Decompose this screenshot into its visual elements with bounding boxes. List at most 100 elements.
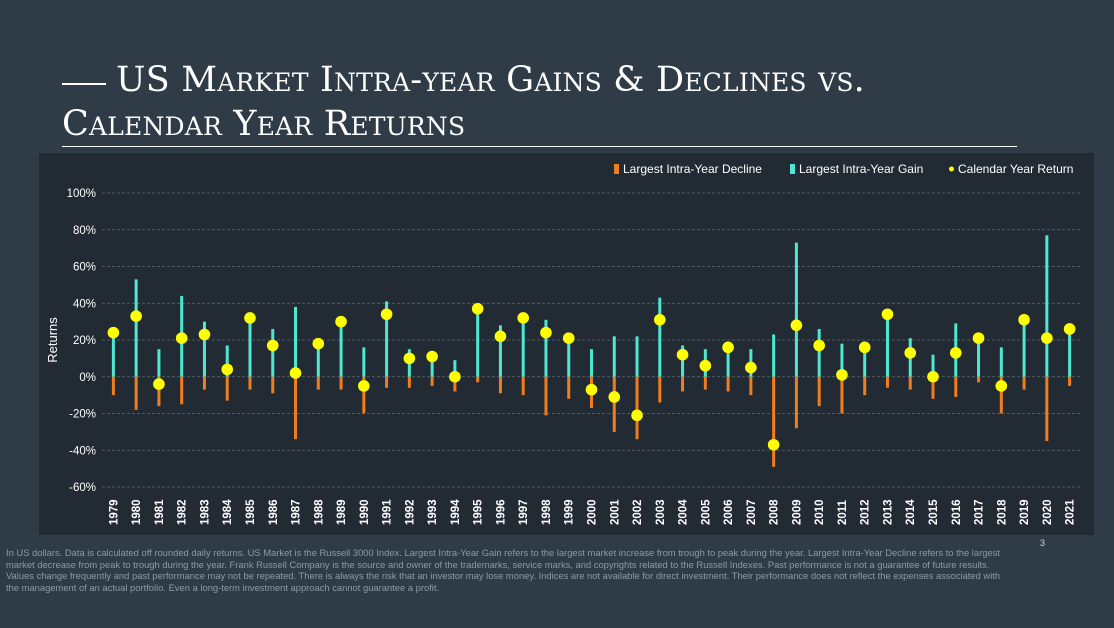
- gain-bar: [521, 317, 525, 377]
- page-number: 3: [1040, 538, 1046, 548]
- gain-bar: [999, 347, 1003, 377]
- return-dot: [540, 326, 552, 339]
- x-tick-label: 2015: [928, 499, 940, 525]
- return-dot: [335, 315, 347, 328]
- decline-bar: [362, 376, 366, 414]
- legend-label: Calendar Year Return: [958, 162, 1073, 176]
- return-dot: [631, 409, 643, 422]
- return-dot: [585, 383, 598, 396]
- return-dot: [927, 370, 939, 383]
- gain-bar: [111, 336, 115, 377]
- x-tick-label: 2007: [746, 499, 758, 525]
- x-tick-label: 2004: [678, 499, 690, 525]
- decline-bar: [726, 376, 730, 392]
- y-tick-label: 40%: [73, 298, 96, 310]
- x-tick-label: 2003: [655, 499, 667, 525]
- return-dot: [562, 332, 575, 344]
- decline-bar: [521, 376, 525, 396]
- gain-bar: [612, 336, 616, 377]
- return-dot: [676, 348, 689, 361]
- return-dot: [1041, 332, 1053, 344]
- return-dot: [403, 352, 416, 365]
- decline-bar: [908, 376, 912, 390]
- x-tick-label: 1998: [541, 499, 553, 525]
- return-dot: [790, 319, 803, 332]
- gain-bar: [794, 242, 798, 377]
- x-tick-label: 1990: [359, 499, 371, 525]
- gain-bar: [658, 297, 662, 377]
- gain-bar: [271, 328, 275, 377]
- legend-label: Largest Intra-Year Gain: [799, 162, 923, 176]
- x-tick-label: 2002: [632, 499, 644, 525]
- grid-layer: [102, 192, 1081, 488]
- decline-bar: [772, 376, 776, 467]
- gain-bar: [225, 345, 229, 377]
- gain-bar: [316, 343, 320, 377]
- decline-bar: [681, 376, 685, 392]
- gain-bar: [430, 356, 434, 377]
- return-dot: [722, 341, 734, 354]
- decline-bar: [1045, 376, 1049, 442]
- x-tick-label: 2001: [609, 499, 621, 525]
- x-tick-label: 1996: [495, 499, 507, 525]
- gain-bar: [1045, 235, 1049, 377]
- decline-bar: [999, 376, 1003, 414]
- y-tick-label: -60%: [69, 482, 96, 494]
- decline-bar: [567, 376, 571, 399]
- return-dot: [995, 380, 1008, 392]
- x-tick-label: 1982: [177, 499, 189, 525]
- decline-bar: [1022, 376, 1026, 390]
- return-dot: [699, 359, 712, 372]
- decline-bar: [977, 376, 981, 383]
- decline-bar: [453, 376, 457, 392]
- decline-bar: [1068, 376, 1072, 386]
- title-text-1: US Market Intra-year Gains & Declines vs…: [116, 60, 865, 100]
- decline-bar: [840, 376, 844, 414]
- decline-bar: [248, 376, 252, 390]
- y-tick-label: -20%: [69, 409, 96, 421]
- chart-panel: 100% 80% 60% 40% 20% 0% -20% -40% -60% Returns 197…: [39, 153, 1094, 535]
- bar-layer: [111, 235, 1072, 467]
- return-dot: [1063, 323, 1076, 335]
- return-dot: [858, 341, 871, 354]
- decline-bar: [931, 376, 935, 399]
- decline-bar: [294, 376, 298, 440]
- decline-bar: [498, 376, 502, 394]
- x-tick-label: 2014: [905, 499, 917, 525]
- return-dot: [312, 337, 325, 350]
- return-dot: [449, 370, 461, 383]
- return-dot: [767, 438, 780, 451]
- return-dot: [426, 350, 438, 363]
- title-underline: [62, 146, 1017, 147]
- return-dot: [654, 313, 666, 326]
- return-dot: [380, 308, 393, 321]
- x-tick-label: 2011: [837, 499, 849, 525]
- y-tick-label: 100%: [67, 188, 96, 200]
- decline-bar: [635, 376, 639, 440]
- gain-bar: [931, 354, 935, 377]
- gain-bar: [863, 345, 867, 377]
- gain-bar: [977, 336, 981, 377]
- x-tick-label: 2012: [860, 499, 872, 525]
- return-dot: [972, 332, 985, 344]
- x-tick-label: 1989: [336, 499, 348, 525]
- decline-bar: [794, 376, 798, 429]
- decline-bar: [202, 376, 206, 390]
- gain-bar: [772, 334, 776, 377]
- gain-bar: [544, 319, 548, 377]
- gain-bar: [453, 360, 457, 377]
- decline-bar: [157, 376, 161, 407]
- gain-bar: [294, 306, 298, 377]
- decline-bar: [749, 376, 753, 396]
- return-dot: [517, 312, 529, 324]
- return-dot: [494, 330, 507, 343]
- x-tick-label: 1986: [268, 499, 280, 525]
- gain-bar: [817, 328, 821, 377]
- x-tick-label: 2017: [974, 499, 986, 525]
- decline-bar: [180, 376, 184, 405]
- gain-bar: [885, 314, 889, 377]
- x-tick-label: 2020: [1042, 499, 1054, 525]
- y-tick-label: 60%: [73, 262, 96, 274]
- x-tick-label: 2005: [700, 499, 712, 525]
- decline-bar: [316, 376, 320, 390]
